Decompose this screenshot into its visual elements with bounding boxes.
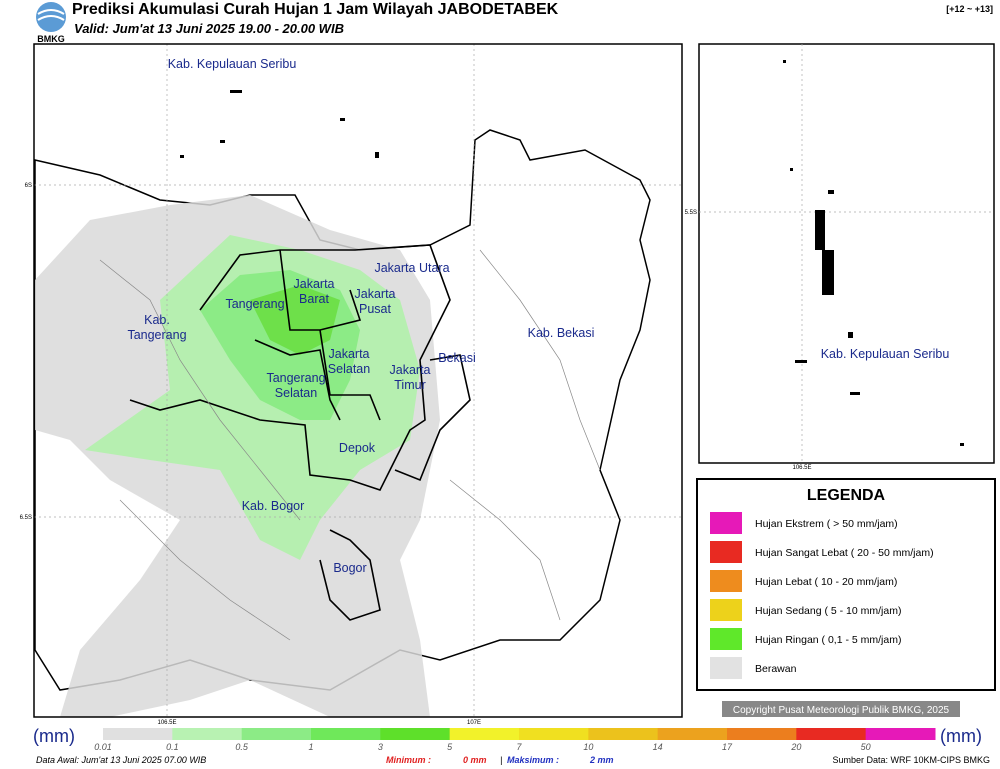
- inset-map: 5.5S 106.5E Kab. Kepulauan Seribu: [685, 43, 995, 471]
- data-awal: Data Awal: Jum'at 13 Juni 2025 07.00 WIB: [36, 755, 206, 765]
- legend-swatch: [710, 599, 742, 621]
- unit: (mm): [33, 726, 75, 746]
- lon-tick: 107E: [467, 720, 481, 726]
- legend-label: Hujan Sedang ( 5 - 10 mm/jam): [755, 605, 901, 617]
- region-label: Jakarta: [355, 287, 396, 301]
- legend-swatch: [710, 570, 742, 592]
- region-label: Bogor: [333, 561, 366, 575]
- colorbar: (mm) (mm) 0.01 0.1 0.5 1 3 5 7 10 14 17 20 50: [33, 726, 982, 752]
- colorbar-tick: 17: [722, 742, 733, 752]
- colorbar-segment: [588, 728, 659, 740]
- region-label: Tangerang: [127, 328, 186, 342]
- region-label: Selatan: [275, 386, 317, 400]
- inset-lat-tick: 5.5S: [685, 210, 697, 216]
- region-label: Kab. Kepulauan Seribu: [168, 57, 297, 71]
- main-map: 6S 6.5S 106.5E 107E Kab. Kepulauan Serib…: [20, 43, 683, 726]
- copyright: Copyright Pusat Meteorologi Publik BMKG,…: [733, 705, 950, 716]
- colorbar-tick: 0.1: [166, 742, 179, 752]
- colorbar-tick: 0.01: [94, 742, 112, 752]
- colorbar-tick: 20: [790, 742, 801, 752]
- region-label: Kab. Bekasi: [528, 326, 595, 340]
- logo-text: BMKG: [37, 34, 65, 44]
- colorbar-segment: [380, 728, 451, 740]
- inset-lon-tick: 106.5E: [792, 465, 811, 471]
- legend-swatch: [710, 512, 742, 534]
- legend-label: Hujan Lebat ( 10 - 20 mm/jam): [755, 576, 897, 588]
- min-value: 0 mm: [463, 755, 487, 765]
- title: Prediksi Akumulasi Curah Hujan 1 Jam Wil…: [72, 1, 559, 18]
- region-label: Timur: [394, 378, 425, 392]
- legend-label: Hujan Ringan ( 0,1 - 5 mm/jam): [755, 634, 901, 646]
- inset-label: Kab. Kepulauan Seribu: [821, 347, 950, 361]
- lat-tick: 6S: [25, 183, 32, 189]
- colorbar-tick: 50: [861, 742, 871, 752]
- legend-label: Hujan Sangat Lebat ( 20 - 50 mm/jam): [755, 547, 934, 559]
- colorbar-segment: [172, 728, 243, 740]
- colorbar-segment: [311, 728, 381, 740]
- source: Sumber Data: WRF 10KM-CIPS BMKG: [832, 755, 990, 765]
- lat-tick: 6.5S: [20, 515, 32, 521]
- legend-label: Hujan Ekstrem ( > 50 mm/jam): [755, 518, 898, 530]
- subtitle: Valid: Jum'at 13 Juni 2025 19.00 - 20.00…: [74, 21, 344, 36]
- region-label: Jakarta: [390, 363, 431, 377]
- colorbar-segment: [449, 728, 520, 740]
- region-label: Bekasi: [438, 351, 476, 365]
- colorbar-segment: [727, 728, 797, 740]
- region-label: Selatan: [328, 362, 370, 376]
- colorbar-tick: 10: [583, 742, 593, 752]
- max-value: 2 mm: [589, 755, 614, 765]
- colorbar-segment: [241, 728, 312, 740]
- colorbar-tick: 3: [378, 742, 383, 752]
- colorbar-tick: 1: [308, 742, 313, 752]
- region-label: Tangerang: [225, 297, 284, 311]
- max-label: Maksimum :: [507, 755, 559, 765]
- legend-swatch: [710, 541, 742, 563]
- region-label: Pusat: [359, 302, 391, 316]
- min-label: Minimum :: [386, 755, 431, 765]
- region-label: Jakarta: [294, 277, 335, 291]
- region-label: Depok: [339, 441, 376, 455]
- colorbar-segment: [796, 728, 867, 740]
- range: [+12 ~ +13]: [946, 4, 993, 14]
- colorbar-segment: [519, 728, 589, 740]
- legend: LEGENDA Hujan Ekstrem ( > 50 mm/jam) Huja…: [696, 478, 996, 691]
- colorbar-segment: [103, 728, 173, 740]
- region-label: Kab. Bogor: [242, 499, 305, 513]
- region-label: Jakarta: [329, 347, 370, 361]
- colorbar-tick: 7: [516, 742, 522, 752]
- colorbar-segment: [865, 728, 936, 740]
- lon-tick: 106.5E: [157, 720, 176, 726]
- region-label: Jakarta Utara: [374, 261, 449, 275]
- colorbar-segment: [657, 728, 728, 740]
- legend-swatch: [710, 628, 742, 650]
- region-label: Kab.: [144, 313, 170, 327]
- legend-swatch: [710, 657, 742, 679]
- separator: |: [500, 755, 502, 765]
- logo: BMKG: [36, 2, 66, 44]
- colorbar-tick: 14: [653, 742, 663, 752]
- region-label: Tangerang: [266, 371, 325, 385]
- legend-title: LEGENDA: [807, 487, 886, 504]
- unit: (mm): [940, 726, 982, 746]
- colorbar-tick: 5: [447, 742, 453, 752]
- region-label: Barat: [299, 292, 329, 306]
- legend-label: Berawan: [755, 663, 797, 675]
- colorbar-tick: 0.5: [235, 742, 249, 752]
